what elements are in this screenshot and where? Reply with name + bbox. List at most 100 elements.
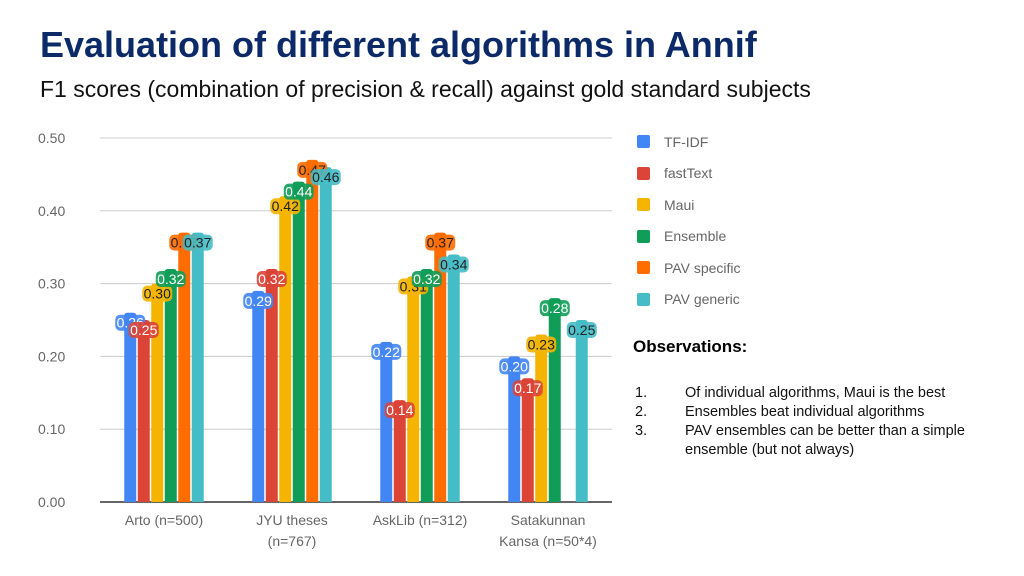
data-label-bg	[526, 336, 557, 353]
y-tick-label: 0.10	[38, 421, 65, 437]
y-tick-label: 0.40	[38, 203, 65, 219]
legend-label: TF-IDF	[664, 133, 709, 150]
observation-number: 2.	[635, 404, 648, 420]
data-label: 0.37	[184, 235, 211, 251]
bar	[252, 290, 265, 502]
bar	[447, 254, 460, 502]
observation-item: 1. Of individual algorithms, Maui is the…	[633, 384, 1013, 403]
data-label-bg	[155, 271, 186, 288]
legend-swatch	[637, 229, 650, 243]
observations-panel: Observations: 1. Of individual algorithm…	[633, 337, 1013, 460]
legend-item: TF-IDF	[637, 126, 741, 158]
legend-label: PAV specific	[664, 259, 741, 276]
x-tick-label: Satakunnan	[511, 512, 586, 528]
data-label: 0.44	[285, 184, 312, 200]
data-label-bg	[182, 234, 213, 251]
data-label-bg	[425, 234, 456, 251]
bar	[178, 232, 191, 502]
data-label-bg	[411, 271, 442, 288]
x-tick-label: Arto (n=500)	[125, 512, 203, 528]
observation-number: 3.	[635, 423, 648, 439]
observations-list: 1. Of individual algorithms, Maui is the…	[633, 384, 1013, 460]
chart-legend: TF-IDF fastText Maui Ensemble PAV specific PA…	[637, 126, 741, 315]
data-label: 0.22	[373, 344, 400, 360]
data-label-bg	[499, 358, 530, 375]
legend-item: PAV specific	[637, 252, 741, 284]
bar	[151, 283, 164, 502]
legend-swatch	[637, 198, 650, 212]
data-label: 0.29	[245, 293, 272, 309]
data-label-bg	[270, 198, 301, 215]
data-label: 0.14	[386, 402, 413, 418]
x-tick-label: Kansa (n=50*4)	[499, 533, 597, 549]
x-tick-label: (n=767)	[268, 533, 317, 549]
data-label-bg	[512, 380, 543, 397]
legend-label: PAV generic	[664, 291, 740, 308]
y-tick-label: 0.20	[38, 348, 65, 364]
legend-swatch	[637, 292, 650, 306]
bar	[575, 320, 588, 502]
observation-text: Of individual algorithms, Maui is the be…	[685, 385, 946, 401]
bar	[407, 276, 420, 502]
legend-swatch	[637, 261, 650, 275]
data-label-bg	[310, 169, 341, 186]
legend-label: fastText	[664, 165, 713, 182]
data-label: 0.37	[427, 235, 454, 251]
bar-chart: 0.00 0.10 0.20 0.30 0.40 0.50 Arto (n=500) JYU …	[38, 130, 612, 549]
legend-label: Maui	[664, 196, 695, 213]
bar	[191, 232, 204, 502]
data-label-bg	[142, 285, 173, 302]
data-label-bg	[384, 402, 415, 419]
data-label: 0.32	[413, 271, 440, 287]
bar	[137, 320, 150, 502]
bar	[521, 378, 534, 502]
x-tick-label: JYU theses	[256, 512, 328, 528]
data-label-bg	[371, 343, 402, 360]
y-tick-label: 0.00	[38, 494, 65, 510]
data-label: 0.17	[514, 380, 541, 396]
data-label-bg	[438, 256, 469, 273]
observation-item: 3. PAV ensembles can be better than a si…	[633, 422, 1013, 460]
data-label: 0.30	[144, 286, 171, 302]
data-label: 0.25	[568, 322, 595, 338]
data-label: 0.32	[258, 271, 285, 287]
data-label-bg	[566, 322, 597, 338]
data-label-bg	[283, 183, 314, 200]
data-label: 0.23	[528, 337, 555, 353]
bar	[380, 341, 393, 502]
data-label: 0.32	[157, 271, 184, 287]
legend-item: PAV generic	[637, 284, 741, 316]
bar	[306, 159, 319, 502]
y-tick-label: 0.30	[38, 276, 65, 292]
bar	[279, 196, 292, 503]
bar	[164, 269, 177, 502]
bar	[393, 400, 406, 502]
data-label: 0.25	[130, 322, 157, 338]
bar	[292, 181, 305, 502]
data-label-bg	[243, 292, 274, 309]
slide-title: Evaluation of different algorithms in An…	[40, 24, 757, 65]
legend-label: Ensemble	[664, 228, 727, 245]
observations-title: Observations:	[633, 337, 748, 356]
data-label-bg	[128, 322, 159, 338]
bar	[548, 298, 561, 502]
legend-item: Maui	[637, 189, 741, 221]
bar	[319, 167, 332, 502]
bar	[265, 269, 278, 502]
data-label: 0.28	[541, 300, 568, 316]
legend-item: fastText	[637, 158, 741, 190]
observation-text: Ensembles beat individual algorithms	[685, 404, 925, 420]
data-label: 0.46	[312, 169, 339, 185]
slide-subtitle: F1 scores (combination of precision & re…	[40, 76, 811, 102]
x-tick-label: AskLib (n=312)	[373, 512, 468, 528]
data-label: 0.42	[272, 198, 299, 214]
bar	[124, 312, 137, 502]
bar	[535, 334, 548, 502]
data-label-bg	[539, 300, 570, 317]
legend-item: Ensemble	[637, 221, 741, 253]
observation-item: 2. Ensembles beat individual algorithms	[633, 403, 1013, 422]
bar	[434, 232, 447, 502]
data-label-bg	[256, 271, 287, 288]
legend-swatch	[637, 166, 650, 180]
bar	[420, 269, 433, 502]
